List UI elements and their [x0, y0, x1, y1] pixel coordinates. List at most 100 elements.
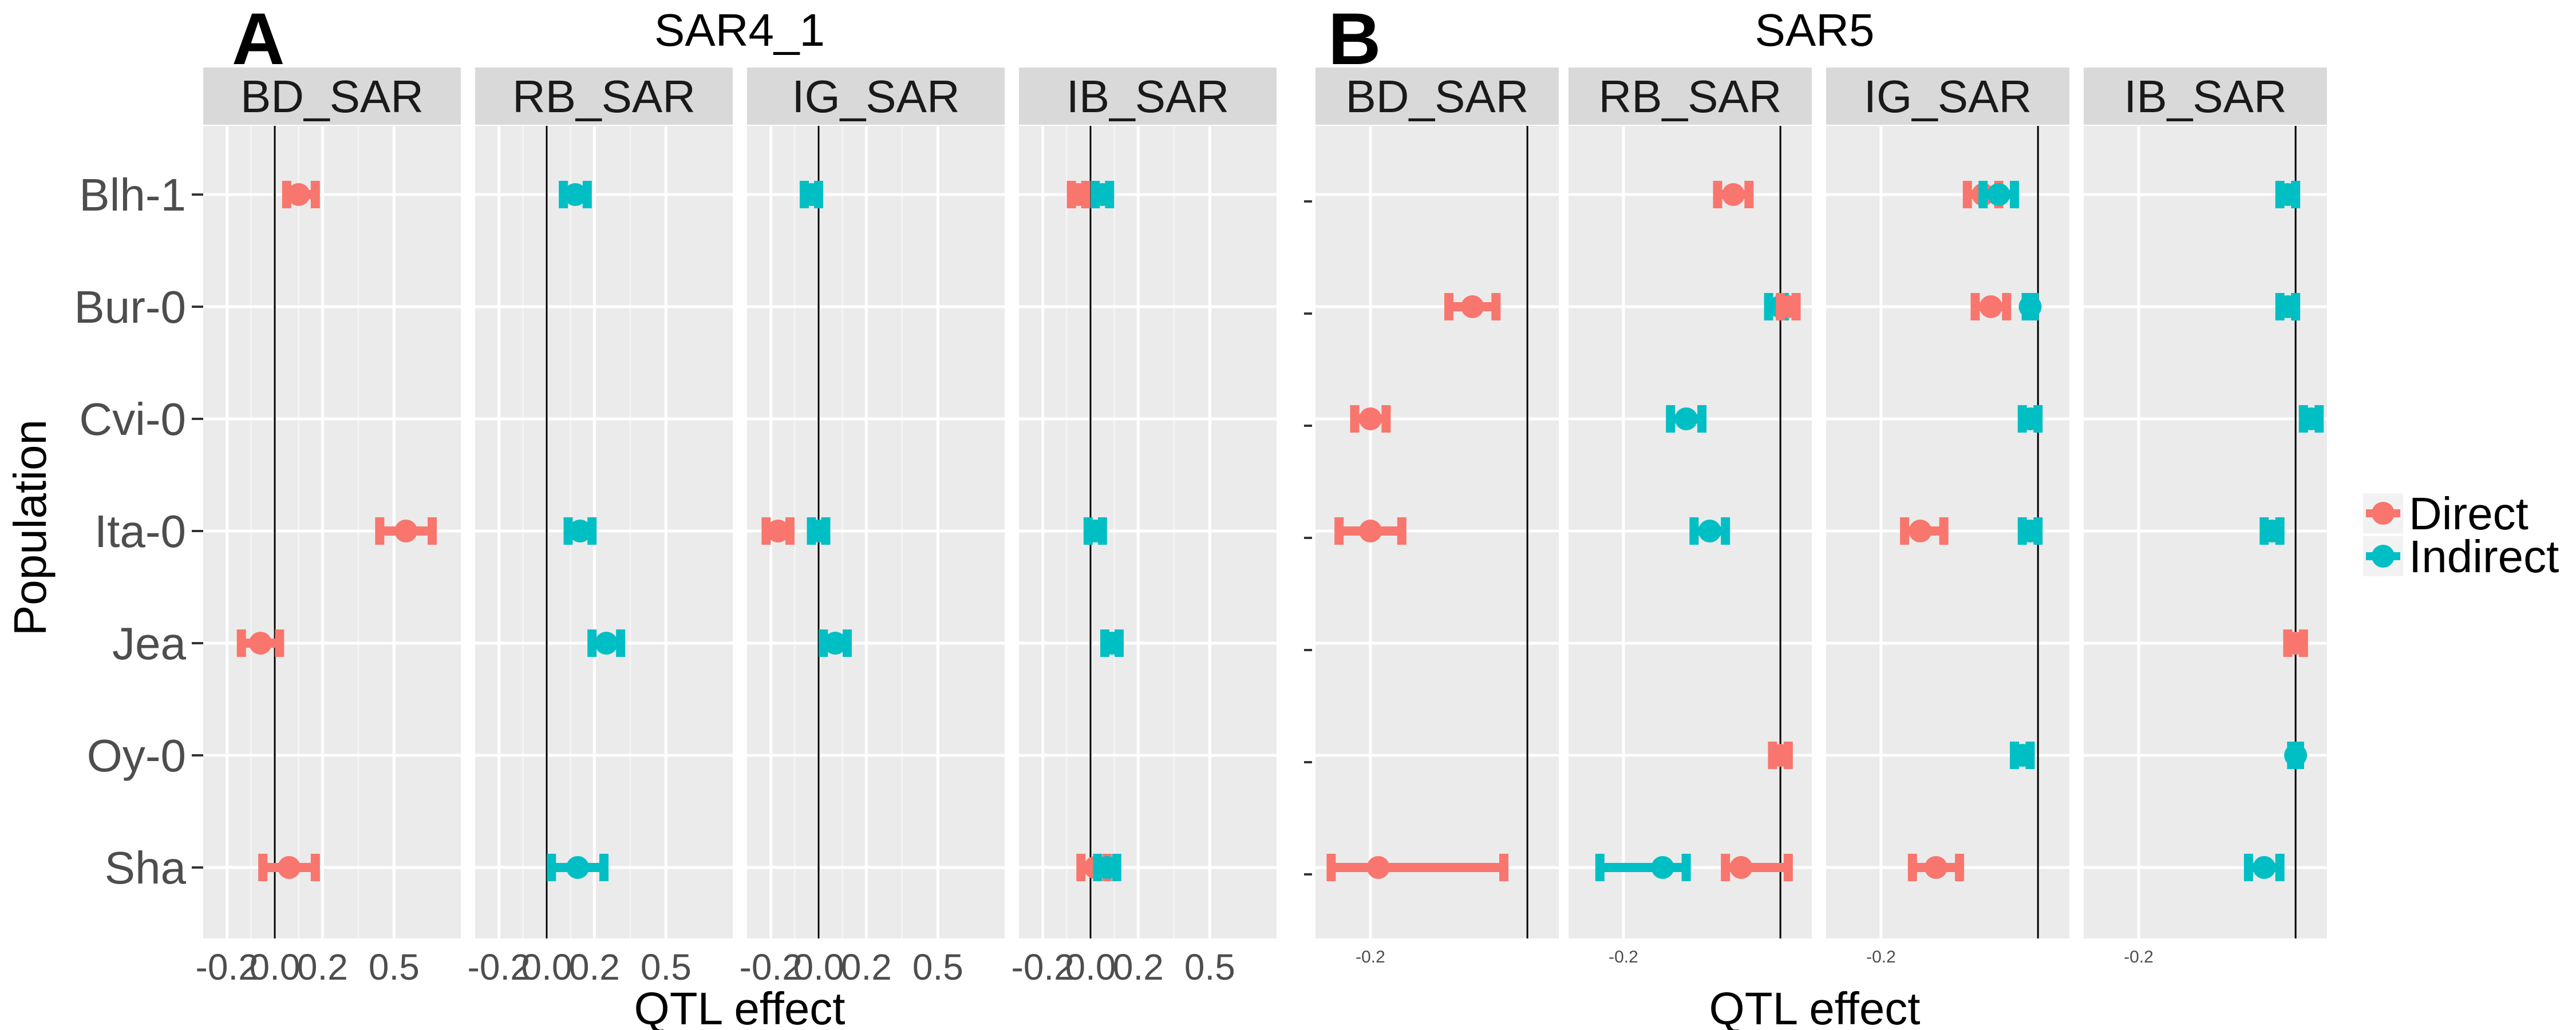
- data-point-indirect: [1666, 405, 1707, 433]
- y-tick-label: Jea: [112, 618, 186, 669]
- point-marker: [394, 520, 418, 542]
- data-point-direct: [1713, 181, 1754, 208]
- point-marker: [2276, 183, 2300, 206]
- data-point-direct: [282, 181, 320, 208]
- x-tick-label: 0.5: [912, 946, 963, 988]
- data-point-direct: [761, 517, 795, 545]
- point-marker: [2010, 744, 2034, 767]
- facet-ig-sar-b: IG_SAR -0.2: [1826, 68, 2069, 966]
- facet-strip-label: BD_SAR: [1345, 71, 1528, 122]
- point-marker: [1067, 183, 1091, 206]
- point-marker: [2018, 520, 2042, 542]
- point-marker: [1698, 520, 1721, 542]
- y-axis-title: Population: [5, 419, 56, 636]
- data-point-indirect: [587, 629, 626, 657]
- data-point-indirect: [1091, 181, 1115, 208]
- point-marker: [2300, 407, 2323, 430]
- point-marker: [566, 856, 590, 879]
- x-tick-label: 0.2: [841, 946, 892, 988]
- point-marker: [2261, 520, 2284, 542]
- x-tick-label: -0.2: [468, 946, 531, 988]
- data-point-direct: [375, 517, 437, 545]
- point-marker: [767, 520, 790, 542]
- facet-strip: [475, 68, 733, 125]
- data-point-direct: [1907, 854, 1965, 881]
- data-point-direct: [1768, 742, 1793, 769]
- x-axis-title-b: QTL effect: [1709, 983, 1920, 1030]
- point-marker: [595, 632, 618, 655]
- point-marker: [1987, 183, 2010, 206]
- facet-strip-label: RB_SAR: [1598, 71, 1781, 122]
- facet-strip-label: IB_SAR: [2124, 71, 2287, 122]
- data-point-indirect: [800, 181, 823, 208]
- data-point-direct: [1066, 181, 1091, 208]
- data-point-indirect: [1093, 854, 1121, 881]
- data-point-indirect: [2018, 293, 2042, 320]
- data-point-indirect: [2298, 405, 2324, 433]
- point-marker: [1909, 520, 1932, 542]
- point-marker: [568, 520, 592, 542]
- point-marker: [1651, 856, 1674, 879]
- point-marker: [1461, 295, 1484, 318]
- data-point-indirect: [1100, 629, 1124, 657]
- y-tick-label: Cvi-0: [79, 394, 186, 445]
- point-marker: [1729, 856, 1753, 879]
- data-point-direct: [2283, 629, 2308, 657]
- y-tick-label: Ita-0: [94, 506, 186, 557]
- facet-strip: [1019, 68, 1277, 125]
- x-tick-label: -0.2: [1866, 948, 1896, 966]
- data-point-indirect: [1083, 517, 1107, 545]
- facet-rb-sar-b: RB_SAR -0.2: [1568, 68, 1812, 966]
- data-point-direct: [258, 854, 320, 881]
- data-point-indirect: [2017, 517, 2043, 545]
- point-marker: [1100, 632, 1124, 655]
- data-point-indirect: [2259, 517, 2285, 545]
- x-tick-label: 0.2: [1113, 946, 1164, 988]
- data-point-direct: [236, 629, 285, 657]
- point-marker: [278, 856, 301, 879]
- x-tick-label: 0.5: [1184, 946, 1235, 988]
- point-marker: [2253, 856, 2276, 879]
- y-tick-label: Sha: [105, 842, 187, 893]
- data-point-indirect: [2275, 293, 2301, 320]
- facet-strip-label: RB_SAR: [512, 71, 696, 122]
- x-tick-label: 0.0: [250, 946, 301, 988]
- point-marker: [1924, 856, 1947, 879]
- facet-ib-sar-a: IB_SAR -0.20.00.2 0.5: [1012, 68, 1277, 988]
- panel-letter-a: A: [232, 0, 285, 80]
- legend-item-direct: Direct: [2363, 488, 2528, 539]
- point-marker: [287, 183, 310, 206]
- chart-title-b: SAR5: [1755, 5, 1875, 56]
- facet-strip: [1568, 68, 1812, 125]
- point-marker: [1769, 744, 1792, 767]
- y-tick-label: Oy-0: [87, 730, 186, 781]
- panel-letter-b: B: [1328, 0, 1381, 80]
- y-tick-label: Bur-0: [74, 282, 186, 332]
- data-point-indirect: [807, 517, 831, 545]
- x-tick-label: 0.0: [521, 946, 572, 988]
- data-point-indirect: [2017, 405, 2043, 433]
- point-marker: [800, 183, 823, 206]
- x-tick-label: -0.2: [1356, 948, 1385, 966]
- point-marker: [1776, 295, 1800, 318]
- x-tick-label: 0.0: [1065, 946, 1116, 988]
- data-point-direct: [1350, 405, 1391, 433]
- facet-strip: [2084, 68, 2327, 125]
- point-marker: [807, 520, 830, 542]
- x-tick-label: 0.5: [641, 946, 692, 988]
- facet-bd-sar-b: BD_SAR -0.2: [1315, 68, 1559, 966]
- data-point-indirect: [2243, 854, 2285, 881]
- point-marker: [2018, 295, 2042, 318]
- data-point-direct: [1326, 854, 1509, 881]
- data-point-indirect: [1595, 854, 1691, 881]
- facet-strip-label: IB_SAR: [1066, 71, 1230, 122]
- point-marker: [1366, 856, 1390, 879]
- facet-rb-sar-a: RB_SAR -0.20.00.2 0.5: [468, 68, 733, 988]
- legend-label: Indirect: [2409, 531, 2559, 582]
- point-marker: [1979, 295, 2002, 318]
- legend-label: Direct: [2409, 488, 2528, 539]
- data-point-indirect: [559, 181, 592, 208]
- point-marker: [564, 183, 587, 206]
- point-marker: [1358, 520, 1382, 542]
- point-marker: [249, 632, 272, 655]
